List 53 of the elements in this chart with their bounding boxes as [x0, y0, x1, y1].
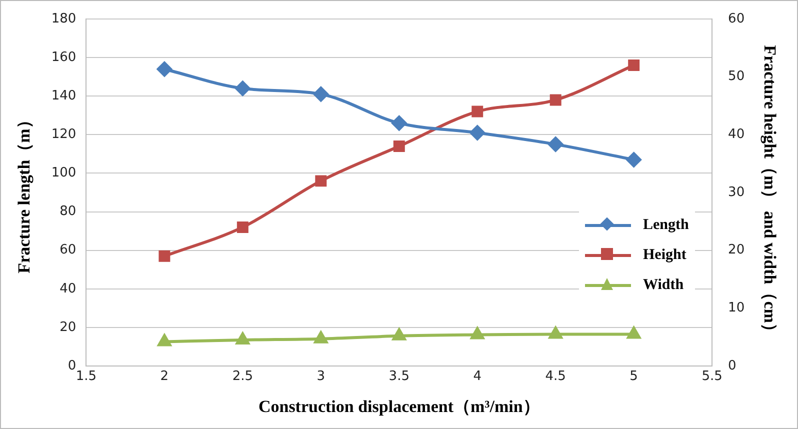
- y-tick-label: 160: [51, 50, 76, 65]
- x-tick-label: 5: [630, 369, 638, 384]
- y-tick-label: 60: [60, 242, 76, 258]
- point: [236, 221, 248, 233]
- legend-label: Height: [643, 246, 686, 264]
- y-tick-label: 40: [60, 281, 76, 296]
- legend-label: Length: [643, 216, 689, 234]
- y-tick-label: 120: [51, 127, 76, 142]
- y-axis-title: Fracture length（m）: [14, 112, 34, 274]
- x-tick-label: 1.5: [76, 369, 97, 384]
- y2-tick-label: 10: [728, 300, 745, 316]
- point: [236, 332, 250, 344]
- x-tick-label: 3.5: [388, 369, 410, 384]
- point: [627, 326, 641, 339]
- legend-label: Width: [643, 276, 684, 294]
- point: [472, 106, 484, 118]
- point: [550, 94, 562, 106]
- y-tick-label: 0: [68, 358, 76, 374]
- x-tick-label: 2: [160, 369, 169, 384]
- y2-tick-label: 0: [728, 358, 736, 374]
- y2-tick-label: 60: [728, 11, 745, 26]
- point: [470, 125, 485, 140]
- point: [392, 328, 406, 340]
- point: [626, 152, 642, 168]
- y-tick-label: 140: [51, 88, 76, 104]
- point: [313, 86, 328, 102]
- point: [315, 175, 327, 187]
- point: [158, 250, 170, 262]
- x-tick-label: 5.5: [702, 369, 722, 384]
- point: [628, 60, 640, 72]
- x-axis-title: Construction displacement（m³/min）: [258, 397, 540, 416]
- point: [158, 334, 172, 346]
- point: [156, 62, 172, 77]
- x-tick-label: 4: [473, 369, 482, 384]
- point: [548, 326, 562, 339]
- y2-tick-label: 20: [728, 242, 745, 258]
- y-tick-label: 180: [51, 11, 76, 26]
- point: [314, 331, 328, 344]
- point: [235, 80, 250, 96]
- x-tick-label: 3: [316, 369, 326, 384]
- point: [548, 136, 564, 152]
- point: [470, 327, 484, 340]
- y-tick-label: 100: [51, 166, 76, 181]
- y2-tick-label: 50: [728, 69, 745, 84]
- y2-tick-label: 30: [728, 184, 745, 200]
- y2-axis-title: Fracture height（m） and width（cm）: [760, 45, 780, 340]
- point: [393, 140, 405, 152]
- x-tick-label: 2.5: [232, 369, 254, 384]
- y-tick-label: 20: [60, 320, 76, 335]
- point: [392, 116, 407, 131]
- y-tick-label: 80: [60, 204, 76, 220]
- x-tick-label: 4.5: [545, 369, 566, 384]
- y2-tick-label: 40: [728, 127, 745, 142]
